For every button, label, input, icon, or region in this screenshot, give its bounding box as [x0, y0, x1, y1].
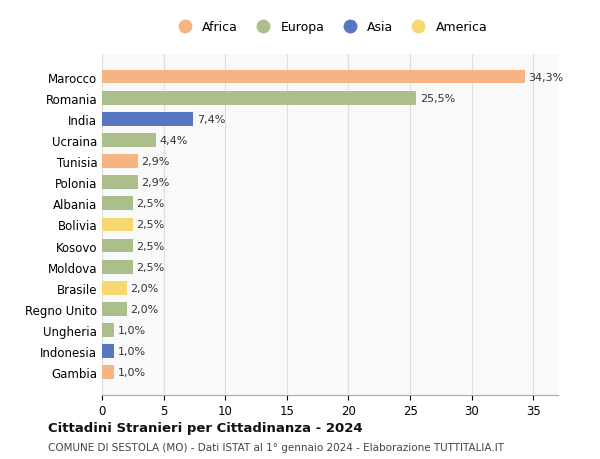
Bar [102, 239, 133, 253]
Legend: Africa, Europa, Asia, America: Africa, Europa, Asia, America [169, 17, 491, 38]
Text: 2,5%: 2,5% [137, 220, 165, 230]
Bar [102, 197, 133, 211]
Text: 2,9%: 2,9% [142, 157, 170, 167]
Bar [102, 281, 127, 295]
Text: 2,0%: 2,0% [130, 304, 158, 314]
Bar [102, 218, 133, 232]
Text: 1,0%: 1,0% [118, 325, 146, 335]
Bar [102, 366, 115, 379]
Bar [102, 345, 115, 358]
Bar [102, 260, 133, 274]
Text: 25,5%: 25,5% [420, 94, 455, 103]
Text: 1,0%: 1,0% [118, 347, 146, 356]
Text: 2,5%: 2,5% [137, 241, 165, 251]
Bar [102, 302, 127, 316]
Text: 2,5%: 2,5% [137, 199, 165, 209]
Bar [102, 112, 193, 126]
Bar [102, 176, 138, 190]
Text: 1,0%: 1,0% [118, 368, 146, 377]
Text: Cittadini Stranieri per Cittadinanza - 2024: Cittadini Stranieri per Cittadinanza - 2… [48, 421, 362, 434]
Text: 2,9%: 2,9% [142, 178, 170, 188]
Bar [102, 71, 525, 84]
Bar [102, 92, 416, 105]
Text: COMUNE DI SESTOLA (MO) - Dati ISTAT al 1° gennaio 2024 - Elaborazione TUTTITALIA: COMUNE DI SESTOLA (MO) - Dati ISTAT al 1… [48, 442, 504, 452]
Bar [102, 134, 156, 147]
Text: 7,4%: 7,4% [197, 115, 225, 124]
Text: 34,3%: 34,3% [529, 73, 563, 82]
Bar [102, 155, 138, 168]
Text: 2,0%: 2,0% [130, 283, 158, 293]
Text: 4,4%: 4,4% [160, 135, 188, 146]
Bar [102, 324, 115, 337]
Text: 2,5%: 2,5% [137, 262, 165, 272]
